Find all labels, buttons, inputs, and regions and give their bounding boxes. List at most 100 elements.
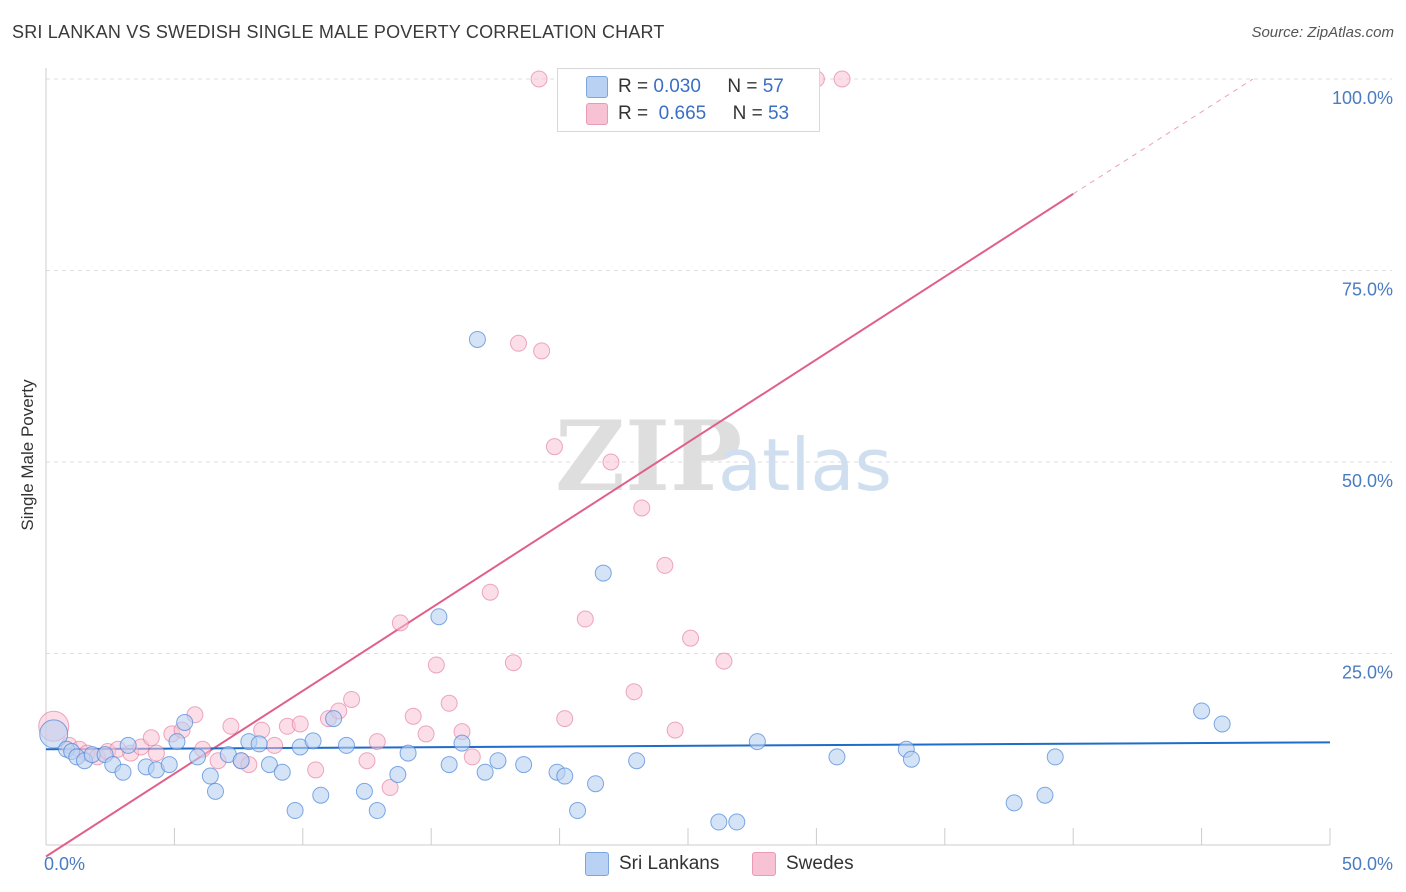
swedes-point [715, 652, 733, 670]
sri-lankans-point [1193, 702, 1211, 720]
legend-r-value: 0.665 [658, 103, 707, 124]
swedes-point [625, 683, 643, 701]
sri-lankans-point [325, 710, 343, 728]
sri-lankans-point [1036, 786, 1054, 804]
swedes-point [266, 736, 284, 754]
legend-label-swedes: Swedes [786, 853, 854, 874]
sri-lankans-point [250, 735, 268, 753]
swedes-point [391, 614, 409, 632]
swedes-point [530, 70, 548, 88]
swedes-point [576, 610, 594, 628]
sri-lankans-point [206, 782, 224, 800]
x-tick-label: 50.0% [1342, 854, 1393, 874]
swedes-point [291, 715, 309, 733]
sri-lankans-swatch [585, 852, 609, 876]
swedes-point [222, 717, 240, 735]
sri-lankans-point [628, 752, 646, 770]
sri-lankans-point [168, 733, 186, 751]
sri-lankans-point [389, 766, 407, 784]
legend-n-label: N = [727, 76, 763, 97]
legend-n-label: N = [732, 103, 768, 124]
watermark-atlas: atlas [718, 423, 892, 507]
chart-title: SRI LANKAN VS SWEDISH SINGLE MALE POVERT… [12, 22, 665, 42]
legend-item-swedes: Swedes [752, 852, 854, 876]
swedes-point [368, 733, 386, 751]
sri-lankans-point [232, 752, 250, 770]
swedes-point [358, 752, 376, 770]
swedes-point [427, 656, 445, 674]
swedes-point [417, 725, 435, 743]
legend-r-label: R = [618, 103, 654, 124]
swedes-swatch [752, 852, 776, 876]
swedes-point [682, 629, 700, 647]
correlation-legend: R = 0.030 N = 57 R = 0.665 N = 53 [557, 68, 820, 132]
swedes-trend-line [45, 193, 1074, 858]
swedes-point [504, 654, 522, 672]
sri-lankans-point [489, 752, 507, 770]
sri-lankans-point [189, 748, 207, 766]
sri-lankans-point [594, 564, 612, 582]
legend-n-value: 53 [767, 103, 790, 124]
sri-lankans-trend-line [45, 741, 1331, 751]
sri-lankans-point [476, 763, 494, 781]
sri-lankans-swatch [586, 76, 608, 98]
swedes-point [633, 499, 651, 517]
swedes-point [556, 710, 574, 728]
swedes-point [481, 583, 499, 601]
sri-lankans-point [304, 732, 322, 750]
sri-lankans-point [399, 744, 417, 762]
sri-lankans-point [114, 763, 132, 781]
swedes-point [381, 779, 399, 797]
sri-lankans-point [355, 782, 373, 800]
source-label: Source: ZipAtlas.com [1251, 24, 1394, 41]
swedes-point [253, 721, 271, 739]
swedes-point [307, 761, 325, 779]
sri-lankans-point [39, 719, 69, 749]
sri-lankans-point [160, 756, 178, 774]
sri-lankans-point [176, 713, 194, 731]
y-tick-label: 50.0% [1342, 471, 1393, 491]
swedes-point [833, 70, 851, 88]
sri-lankans-point [260, 756, 278, 774]
sri-lankans-point [556, 767, 574, 785]
sri-lankans-point [515, 756, 533, 774]
swedes-point [545, 438, 563, 456]
sri-lankans-point [569, 802, 587, 820]
sri-lankans-point [312, 786, 330, 804]
sri-lankans-point [468, 330, 486, 348]
sri-lankans-point [710, 813, 728, 831]
swedes-point [602, 453, 620, 471]
legend-item-sri-lankans: Sri Lankans [585, 852, 719, 876]
sri-lankans-point [440, 756, 458, 774]
swedes-swatch [586, 103, 608, 125]
tick-labels: 100.0% 75.0% 50.0% 25.0% 0.0% 50.0% [44, 88, 1393, 874]
sri-lankans-point [1213, 715, 1231, 733]
sri-lankans-point [430, 608, 448, 626]
swedes-point [440, 694, 458, 712]
legend-n-value: 57 [762, 76, 784, 97]
swedes-point [343, 690, 361, 708]
watermark-zip: ZIP [555, 400, 742, 513]
swedes-point [147, 744, 165, 762]
sri-lankans-point [201, 767, 219, 785]
swedes-point [533, 342, 551, 360]
swedes-trend-extension [1072, 78, 1254, 195]
sri-lankans-point [1046, 748, 1064, 766]
sri-lankans-point [828, 748, 846, 766]
swedes-point [510, 334, 528, 352]
swedes-point [404, 707, 422, 725]
legend-r-label: R = [618, 76, 654, 97]
gridlines [46, 78, 1392, 654]
y-tick-label: 100.0% [1332, 88, 1393, 108]
sri-lankans-point [119, 736, 137, 754]
sri-lankans-point [728, 813, 746, 831]
sri-lankans-point [273, 763, 291, 781]
sri-lankans-point [337, 736, 355, 754]
sri-lankans-point [587, 775, 605, 793]
y-tick-label: 75.0% [1342, 280, 1393, 300]
legend-r-value: 0.030 [653, 76, 701, 97]
swedes-point [463, 748, 481, 766]
legend-label-sri-lankans: Sri Lankans [619, 853, 720, 874]
swedes-point [656, 556, 674, 574]
